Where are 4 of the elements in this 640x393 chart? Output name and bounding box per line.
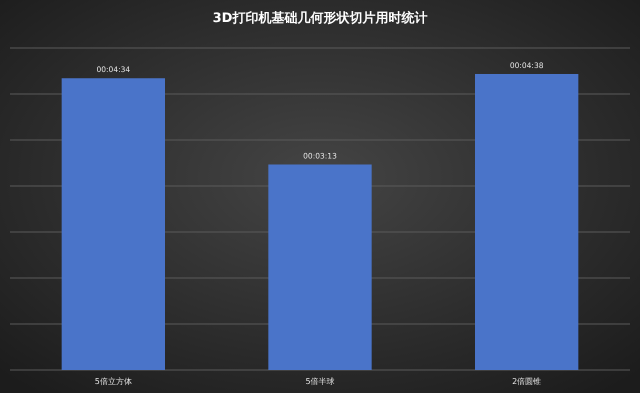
chart-title: 3D打印机基础几何形状切片用时统计 (212, 10, 428, 26)
x-tick-label: 5倍立方体 (94, 377, 132, 386)
x-tick-label: 2倍圆锥 (512, 377, 542, 386)
x-tick-label: 5倍半球 (305, 377, 335, 386)
